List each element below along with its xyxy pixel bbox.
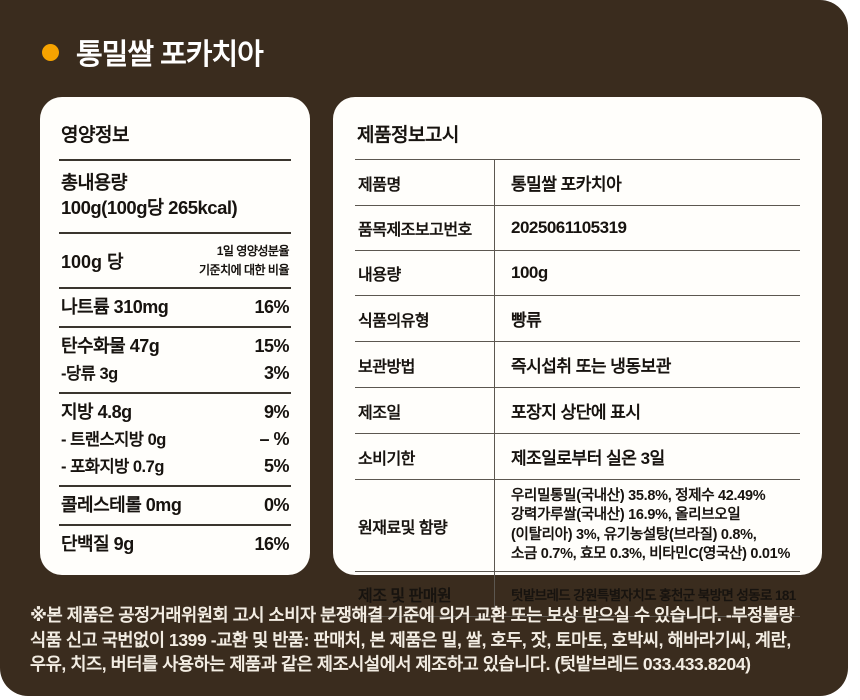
footer-line: 식품 신고 국번없이 1399 -교환 및 반품: 판매처, 본 제품은 밀, … <box>30 629 791 650</box>
page-title: 통밀쌀 포카치아 <box>76 39 264 71</box>
product-row-label: 보관방법 <box>355 342 495 387</box>
product-row-value: 2025061105319 <box>511 218 627 237</box>
nutrient-row: - 포화지방 0.7g 5% <box>61 453 290 480</box>
nutrition-group-carbs: 탄수화물 47g 15% -당류 3g 3% <box>59 328 291 395</box>
product-row-value: 포장지 상단에 표시 <box>511 403 641 422</box>
nutrient-value: 5% <box>263 456 290 477</box>
nutrient-value: 16% <box>254 297 289 318</box>
nutrition-group-protein: 단백질 9g 16% <box>59 526 291 563</box>
nutrient-value: 3% <box>263 363 290 384</box>
nutrient-label: 탄수화물 47g <box>61 336 160 357</box>
nutrient-row: 탄수화물 47g 15% <box>61 333 289 360</box>
product-row-manufacturer: 제조 및 판매원 텃밭브레드 강원특별자치도 홍천군 북방면 성동로 181 <box>355 572 800 618</box>
product-row-value: 즉시섭취 또는 냉동보관 <box>511 357 671 376</box>
bullet-dot-icon <box>42 43 59 61</box>
nutrient-row: 지방 4.8g 9% <box>61 399 290 426</box>
nutrition-group-sodium: 나트륨 310mg 16% <box>59 289 291 329</box>
nutrient-value: 9% <box>263 402 290 423</box>
nutrient-value: 0% <box>263 495 290 516</box>
footer-line: ※본 제품은 공정거래위원회 고시 소비자 분쟁해결 기준에 의거 교환 또는 … <box>30 605 795 625</box>
product-row-label: 원재료및 함량 <box>355 480 495 572</box>
product-row-label: 제조일 <box>355 388 495 433</box>
nutrition-per-note: 1일 영양성분율 기준치에 대한 비율 <box>199 243 290 277</box>
nutrient-row: -당류 3g 3% <box>61 360 290 387</box>
nutrition-group-fat: 지방 4.8g 9% - 트랜스지방 0g – % - 포화지방 0.7g 5% <box>59 394 291 488</box>
nutrient-row: 나트륨 310mg 16% <box>61 294 289 321</box>
product-row-shelf-life: 소비기한 제조일로부터 실온 3일 <box>355 434 800 480</box>
product-row-storage: 보관방법 즉시섭취 또는 냉동보관 <box>355 342 800 388</box>
product-info-card: 제품정보고시 제품명 통밀쌀 포카치아 품목제조보고번호 20250611053… <box>333 97 822 618</box>
nutrient-label: 콜레스테롤 0mg <box>61 495 182 516</box>
product-row-value: 우리밀통밀(국내산) 35.8%, 정제수 42.49% 강력가루쌀(국내산) … <box>511 488 791 562</box>
nutrition-total-label: 총내용량 <box>61 172 128 193</box>
nutrition-card: 영양정보 총내용량 100g(100g당 265kcal) 100g 당 1일 … <box>40 97 310 575</box>
nutrient-label: -당류 3g <box>61 365 118 384</box>
product-row-report-number: 품목제조보고번호 2025061105319 <box>355 206 800 251</box>
nutrition-total-value: 100g(100g당 265kcal) <box>61 196 238 218</box>
product-row-label: 내용량 <box>355 251 495 295</box>
product-row-label: 제조 및 판매원 <box>355 572 495 617</box>
nutrient-value: 16% <box>254 534 289 555</box>
product-row-ingredients: 원재료및 함량 우리밀통밀(국내산) 35.8%, 정제수 42.49% 강력가… <box>355 480 800 573</box>
product-row-value: 통밀쌀 포카치아 <box>511 175 622 194</box>
product-row-value: 100g <box>511 263 548 282</box>
nutrition-per-label: 100g 당 <box>61 251 124 272</box>
nutrient-row: - 트랜스지방 0g – % <box>61 426 289 453</box>
nutrient-label: - 포화지방 0.7g <box>61 458 164 477</box>
nutrient-label: 단백질 9g <box>61 534 134 555</box>
product-row-value: 제조일로부터 실온 3일 <box>511 449 665 468</box>
product-row-label: 품목제조보고번호 <box>355 206 495 250</box>
product-row-name: 제품명 통밀쌀 포카치아 <box>355 160 800 206</box>
product-row-value: 텃밭브레드 강원특별자치도 홍천군 북방면 성동로 181 <box>511 588 796 604</box>
product-row-value: 빵류 <box>511 311 542 330</box>
nutrient-row: 단백질 9g 16% <box>61 531 289 558</box>
product-row-food-type: 식품의유형 빵류 <box>355 296 800 342</box>
product-info-header: 제품정보고시 <box>355 118 800 160</box>
nutrient-label: 지방 4.8g <box>61 402 132 423</box>
nutrient-label: - 트랜스지방 0g <box>61 431 166 450</box>
nutrient-value: – % <box>259 429 289 450</box>
nutrient-label: 나트륨 310mg <box>61 297 169 318</box>
nutrition-per-row: 100g 당 1일 영양성분율 기준치에 대한 비율 <box>59 234 291 290</box>
nutrition-total: 총내용량 100g(100g당 265kcal) <box>59 161 291 234</box>
product-row-manufacture-date: 제조일 포장지 상단에 표시 <box>355 388 800 434</box>
footer-line: 우유, 치즈, 버터를 사용하는 제품과 같은 제조시설에서 제조하고 있습니다… <box>30 654 751 674</box>
footer-disclaimer: ※본 제품은 공정거래위원회 고시 소비자 분쟁해결 기준에 의거 교환 또는 … <box>30 603 836 677</box>
nutrient-row: 콜레스테롤 0mg 0% <box>61 492 290 519</box>
product-row-label: 소비기한 <box>355 434 495 479</box>
product-row-label: 식품의유형 <box>355 296 495 341</box>
nutrition-group-cholesterol: 콜레스테롤 0mg 0% <box>59 487 291 527</box>
product-row-label: 제품명 <box>355 160 495 205</box>
nutrition-header: 영양정보 <box>59 118 291 161</box>
nutrient-value: 15% <box>254 336 289 357</box>
product-row-net-weight: 내용량 100g <box>355 251 800 296</box>
title-row: 통밀쌀 포카치아 <box>42 31 264 73</box>
